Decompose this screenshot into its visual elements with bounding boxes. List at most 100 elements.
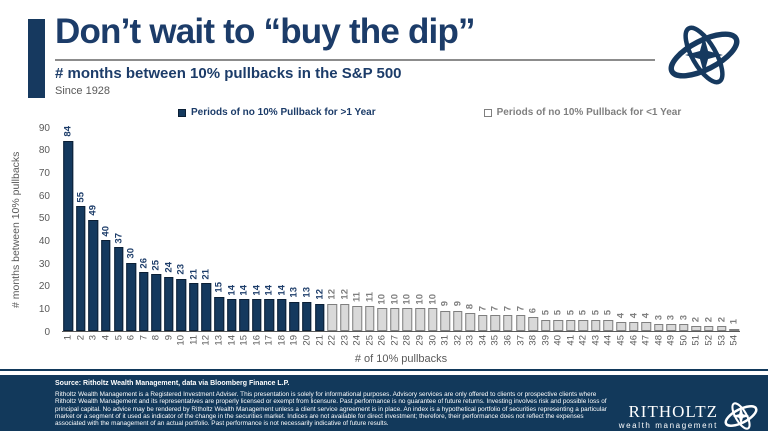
bar-value-label: 5 bbox=[539, 310, 551, 316]
x-tick-label: 10 bbox=[175, 335, 187, 346]
x-tick-label: 18 bbox=[276, 335, 288, 346]
bar-group: 5 39 bbox=[539, 128, 552, 345]
bar-over-1-year bbox=[76, 206, 86, 331]
x-tick-label: 43 bbox=[590, 335, 602, 346]
bar-group: 1 54 bbox=[728, 128, 741, 345]
bar-over-1-year bbox=[126, 263, 136, 331]
y-tick-label: 50 bbox=[38, 213, 50, 225]
bar-over-1-year bbox=[302, 301, 312, 331]
bar-group: 26 7 bbox=[137, 128, 150, 341]
x-tick-label: 40 bbox=[552, 335, 564, 346]
bar-value-label: 14 bbox=[225, 284, 237, 296]
bar-group: 14 15 bbox=[238, 128, 251, 346]
bar-under-1-year bbox=[704, 326, 714, 331]
bar-under-1-year bbox=[452, 310, 463, 331]
bar-value-label: 7 bbox=[477, 305, 489, 312]
bar-group: 11 24 bbox=[351, 128, 364, 346]
bar-over-1-year bbox=[63, 140, 74, 331]
x-tick-label: 6 bbox=[125, 335, 137, 341]
bar-group: 25 8 bbox=[150, 128, 163, 341]
bar-group: 15 13 bbox=[213, 128, 226, 345]
bar-over-1-year bbox=[239, 299, 249, 331]
bar-value-label: 2 bbox=[690, 317, 702, 323]
since-label: Since 1928 bbox=[55, 85, 111, 97]
bar-under-1-year bbox=[616, 321, 626, 331]
bar-value-label: 12 bbox=[338, 289, 350, 300]
x-tick-label: 12 bbox=[200, 335, 212, 346]
x-tick-label: 44 bbox=[602, 335, 614, 346]
bar-value-label: 4 bbox=[615, 312, 627, 318]
bar-value-label: 1 bbox=[728, 319, 740, 325]
bar-under-1-year bbox=[490, 315, 501, 331]
bar-value-label: 5 bbox=[602, 310, 614, 316]
bar-under-1-year bbox=[352, 306, 362, 331]
bar-group: 7 36 bbox=[502, 128, 515, 346]
x-tick-label: 11 bbox=[188, 335, 200, 345]
bar-value-label: 12 bbox=[313, 289, 325, 300]
bar-group: 6 38 bbox=[527, 128, 540, 345]
bar-group: 12 23 bbox=[338, 128, 351, 345]
bar-value-label: 14 bbox=[276, 284, 288, 296]
bar-group: 9 32 bbox=[451, 128, 464, 345]
page-title: Don’t wait to “buy the dip” bbox=[55, 12, 476, 51]
bar-group: 13 19 bbox=[288, 128, 301, 346]
bar-group: 7 35 bbox=[489, 128, 502, 346]
x-tick-label: 17 bbox=[263, 335, 275, 346]
y-tick-label: 60 bbox=[38, 190, 50, 202]
bar-group: 14 18 bbox=[276, 128, 289, 346]
bar-group: 8 33 bbox=[464, 128, 477, 346]
x-tick-label: 2 bbox=[75, 335, 87, 341]
bar-value-label: 14 bbox=[250, 284, 262, 296]
bar-over-1-year bbox=[214, 297, 224, 331]
bar-group: 23 10 bbox=[175, 128, 188, 345]
disclaimer-text: Ritholtz Wealth Management is a Register… bbox=[55, 391, 607, 428]
bar-value-label: 11 bbox=[364, 292, 376, 303]
bar-value-label: 25 bbox=[150, 259, 162, 271]
y-tick-label: 70 bbox=[38, 167, 50, 179]
x-tick-label: 53 bbox=[715, 335, 727, 346]
legend-swatch-outline-icon bbox=[483, 108, 492, 117]
bar-over-1-year bbox=[176, 278, 187, 331]
bar-over-1-year bbox=[226, 299, 237, 331]
bar-group: 21 12 bbox=[200, 128, 213, 346]
bar-value-label: 7 bbox=[514, 305, 526, 312]
footer: Source: Ritholtz Wealth Management, data… bbox=[0, 375, 768, 431]
x-tick-label: 7 bbox=[137, 335, 149, 341]
bar-over-1-year bbox=[251, 299, 262, 331]
bar-value-label: 2 bbox=[715, 317, 727, 323]
bar-group: 55 2 bbox=[75, 128, 88, 341]
bar-group: 2 52 bbox=[703, 128, 716, 345]
x-tick-label: 21 bbox=[313, 335, 325, 346]
bar-under-1-year bbox=[566, 319, 576, 331]
bar-group: 30 6 bbox=[125, 128, 138, 340]
footer-brand-text: RITHOLTZ wealth management bbox=[619, 403, 718, 430]
x-tick-label: 27 bbox=[389, 335, 401, 346]
bar-under-1-year bbox=[415, 308, 425, 331]
x-tick-label: 30 bbox=[426, 335, 438, 346]
legend-swatch-navy-icon bbox=[178, 108, 186, 117]
bar-under-1-year bbox=[465, 312, 476, 331]
plot-area: 84 1 55 2 49 3 40 4 37 5 30 6 26 7 25 8 24 9 23 10 21 11 21 12 1… bbox=[62, 126, 741, 346]
bar-under-1-year bbox=[540, 319, 551, 331]
footer-separator bbox=[0, 369, 768, 371]
bar-group: 3 48 bbox=[652, 128, 665, 346]
y-tick-label: 0 bbox=[44, 326, 50, 338]
bar-value-label: 14 bbox=[238, 284, 250, 296]
bar-group: 49 3 bbox=[87, 128, 100, 340]
legend-item-over-1-year: Periods of no 10% Pullback for >1 Year bbox=[178, 107, 376, 118]
bar-value-label: 23 bbox=[175, 264, 187, 275]
bar-value-label: 40 bbox=[100, 225, 112, 237]
bar-under-1-year bbox=[339, 303, 350, 331]
bar-value-label: 11 bbox=[351, 292, 363, 303]
x-tick-label: 15 bbox=[238, 335, 250, 346]
bar-value-label: 10 bbox=[414, 293, 426, 305]
bar-over-1-year bbox=[88, 219, 99, 331]
bar-group: 5 41 bbox=[565, 128, 578, 345]
x-tick-label: 41 bbox=[565, 335, 577, 346]
x-tick-label: 4 bbox=[100, 335, 112, 341]
x-tick-label: 39 bbox=[539, 335, 551, 346]
x-tick-label: 37 bbox=[514, 335, 526, 346]
bar-group: 2 53 bbox=[715, 128, 728, 345]
bar-over-1-year bbox=[164, 276, 174, 331]
